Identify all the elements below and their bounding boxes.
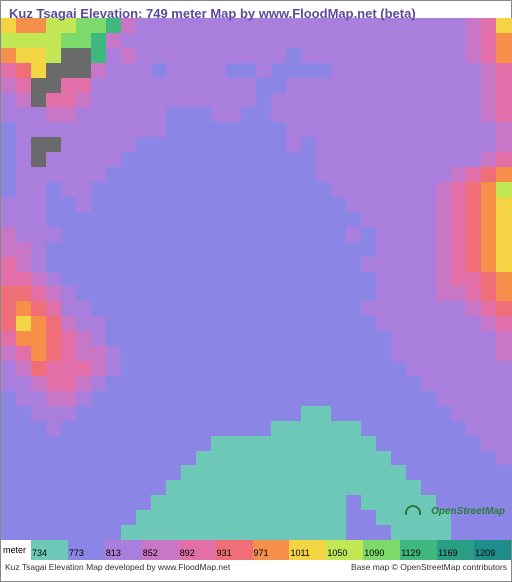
credits-right: Base map © OpenStreetMap contributors — [351, 562, 507, 572]
legend-swatch: 931 — [216, 540, 253, 560]
legend-swatches: 734 773 813 852 892 931 971 1011 1050 1090 1129 116… — [31, 540, 511, 560]
legend-unit: meter — [1, 540, 31, 560]
legend-swatch: 1050 — [326, 540, 363, 560]
legend-swatch: 1209 — [474, 540, 511, 560]
page-title: Kuz Tsagai Elevation: 749 meter Map by w… — [9, 6, 416, 21]
legend-swatch: 734 — [31, 540, 68, 560]
legend-tick: 971 — [254, 548, 269, 558]
osm-logo-arc — [405, 505, 421, 515]
legend-tick: 1050 — [327, 548, 347, 558]
legend-swatch: 1090 — [363, 540, 400, 560]
credits: Kuz Tsagai Elevation Map developed by ww… — [1, 560, 511, 574]
map-frame: Kuz Tsagai Elevation: 749 meter Map by w… — [0, 0, 512, 540]
legend-swatch: 1169 — [437, 540, 474, 560]
legend-swatch: 852 — [142, 540, 179, 560]
legend-swatch: 813 — [105, 540, 142, 560]
legend-swatch: 773 — [68, 540, 105, 560]
legend-tick: 1090 — [364, 548, 384, 558]
legend-swatch: 1011 — [289, 540, 326, 560]
legend-tick: 892 — [180, 548, 195, 558]
footer: meter 734 773 813 852 892 931 971 1011 1050 1090 1… — [0, 540, 512, 582]
legend-tick: 773 — [69, 548, 84, 558]
legend-tick: 1169 — [438, 548, 457, 558]
credits-left: Kuz Tsagai Elevation Map developed by ww… — [5, 562, 230, 572]
elevation-map — [1, 18, 511, 540]
legend-swatch: 1129 — [400, 540, 437, 560]
legend: meter 734 773 813 852 892 931 971 1011 1050 1090 1… — [1, 540, 511, 560]
legend-tick: 852 — [143, 548, 158, 558]
legend-tick: 813 — [106, 548, 121, 558]
legend-swatch: 971 — [253, 540, 290, 560]
legend-tick: 1011 — [290, 548, 309, 558]
legend-tick: 1129 — [401, 548, 420, 558]
legend-tick: 931 — [217, 548, 232, 558]
legend-tick: 734 — [32, 548, 47, 558]
osm-logo-text: OpenStreetMap — [431, 506, 505, 517]
legend-swatch: 892 — [179, 540, 216, 560]
legend-tick: 1209 — [475, 548, 495, 558]
